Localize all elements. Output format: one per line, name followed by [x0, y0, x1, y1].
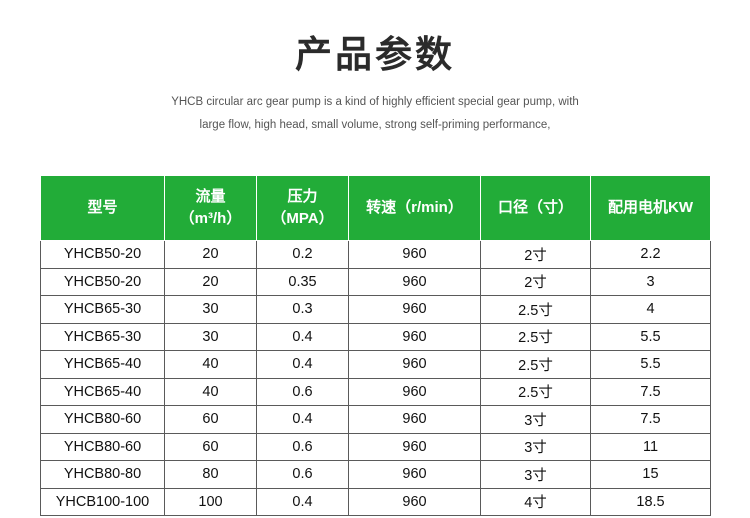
spec-table-body: YHCB50-20 20 0.2 960 2寸 2.2 YHCB50-20 20…	[40, 240, 711, 516]
cell-speed: 960	[348, 487, 481, 516]
table-row: YHCB50-20 20 0.2 960 2寸 2.2	[40, 240, 711, 269]
table-row: YHCB80-80 80 0.6 960 3寸 15	[40, 460, 711, 489]
cell-caliber: 2.5寸	[480, 377, 591, 406]
cell-caliber: 3寸	[480, 460, 591, 489]
cell-motor-power: 18.5	[590, 487, 711, 516]
cell-speed: 960	[348, 377, 481, 406]
cell-pressure: 0.4	[256, 487, 349, 516]
column-header-flow-line2: （m³/h）	[179, 210, 242, 227]
column-header-speed: 转速（r/min）	[348, 175, 481, 241]
column-header-motor-power-line1: 配用电机KW	[608, 199, 693, 217]
cell-caliber: 4寸	[480, 487, 591, 516]
cell-model: YHCB80-80	[40, 460, 165, 489]
column-header-speed-line1: 转速（r/min）	[366, 199, 463, 217]
cell-motor-power: 3	[590, 267, 711, 296]
spec-table-head: 型号 流量 （m³/h） 压力 （MPA） 转速（r/min） 口径（寸）	[40, 175, 711, 241]
table-row: YHCB80-60 60 0.6 960 3寸 11	[40, 432, 711, 461]
cell-flow: 20	[164, 267, 257, 296]
cell-flow: 40	[164, 350, 257, 379]
cell-caliber: 2.5寸	[480, 295, 591, 324]
cell-caliber: 2.5寸	[480, 322, 591, 351]
column-header-flow: 流量 （m³/h）	[164, 175, 257, 241]
table-row: YHCB50-20 20 0.35 960 2寸 3	[40, 267, 711, 296]
table-row: YHCB65-30 30 0.4 960 2.5寸 5.5	[40, 322, 711, 351]
cell-speed: 960	[348, 405, 481, 434]
cell-pressure: 0.3	[256, 295, 349, 324]
cell-motor-power: 15	[590, 460, 711, 489]
cell-motor-power: 7.5	[590, 405, 711, 434]
cell-speed: 960	[348, 322, 481, 351]
column-header-pressure: 压力 （MPA）	[256, 175, 349, 241]
cell-speed: 960	[348, 267, 481, 296]
cell-pressure: 0.2	[256, 240, 349, 269]
cell-flow: 100	[164, 487, 257, 516]
column-header-caliber: 口径（寸）	[480, 175, 591, 241]
cell-speed: 960	[348, 350, 481, 379]
cell-motor-power: 11	[590, 432, 711, 461]
cell-pressure: 0.6	[256, 377, 349, 406]
cell-model: YHCB80-60	[40, 405, 165, 434]
cell-speed: 960	[348, 460, 481, 489]
cell-pressure: 0.35	[256, 267, 349, 296]
column-header-model: 型号	[40, 175, 165, 241]
cell-motor-power: 7.5	[590, 377, 711, 406]
cell-model: YHCB65-40	[40, 350, 165, 379]
cell-model: YHCB65-30	[40, 295, 165, 324]
column-header-motor-power: 配用电机KW	[590, 175, 711, 241]
column-header-model-line1: 型号	[87, 199, 118, 217]
cell-caliber: 2寸	[480, 240, 591, 269]
cell-pressure: 0.6	[256, 432, 349, 461]
cell-flow: 60	[164, 405, 257, 434]
cell-speed: 960	[348, 240, 481, 269]
cell-caliber: 3寸	[480, 405, 591, 434]
spec-table-container: 型号 流量 （m³/h） 压力 （MPA） 转速（r/min） 口径（寸）	[40, 175, 711, 516]
cell-flow: 60	[164, 432, 257, 461]
table-row: YHCB65-30 30 0.3 960 2.5寸 4	[40, 295, 711, 324]
cell-model: YHCB65-30	[40, 322, 165, 351]
column-header-flow-line1: 流量	[195, 188, 226, 206]
cell-speed: 960	[348, 432, 481, 461]
cell-pressure: 0.4	[256, 405, 349, 434]
column-header-pressure-line2: （MPA）	[271, 210, 334, 227]
cell-motor-power: 5.5	[590, 322, 711, 351]
cell-model: YHCB65-40	[40, 377, 165, 406]
cell-motor-power: 4	[590, 295, 711, 324]
table-row: YHCB80-60 60 0.4 960 3寸 7.5	[40, 405, 711, 434]
table-row: YHCB100-100 100 0.4 960 4寸 18.5	[40, 487, 711, 516]
cell-pressure: 0.4	[256, 350, 349, 379]
cell-model: YHCB80-60	[40, 432, 165, 461]
cell-flow: 20	[164, 240, 257, 269]
cell-pressure: 0.6	[256, 460, 349, 489]
table-row: YHCB65-40 40 0.4 960 2.5寸 5.5	[40, 350, 711, 379]
cell-flow: 30	[164, 322, 257, 351]
cell-flow: 80	[164, 460, 257, 489]
cell-model: YHCB50-20	[40, 267, 165, 296]
column-header-pressure-line1: 压力	[287, 188, 318, 206]
cell-caliber: 3寸	[480, 432, 591, 461]
cell-flow: 30	[164, 295, 257, 324]
table-row: YHCB65-40 40 0.6 960 2.5寸 7.5	[40, 377, 711, 406]
cell-flow: 40	[164, 377, 257, 406]
spec-table: 型号 流量 （m³/h） 压力 （MPA） 转速（r/min） 口径（寸）	[40, 175, 711, 516]
cell-motor-power: 2.2	[590, 240, 711, 269]
cell-pressure: 0.4	[256, 322, 349, 351]
cell-speed: 960	[348, 295, 481, 324]
cell-caliber: 2.5寸	[480, 350, 591, 379]
cell-model: YHCB50-20	[40, 240, 165, 269]
page-subtitle: YHCB circular arc gear pump is a kind of…	[171, 95, 579, 131]
cell-caliber: 2寸	[480, 267, 591, 296]
page-title: 产品参数	[295, 34, 455, 75]
table-header-row: 型号 流量 （m³/h） 压力 （MPA） 转速（r/min） 口径（寸）	[40, 175, 711, 241]
cell-model: YHCB100-100	[40, 487, 165, 516]
column-header-caliber-line1: 口径（寸）	[497, 199, 573, 217]
page-header: 产品参数 YHCB circular arc gear pump is a ki…	[0, 0, 750, 137]
cell-motor-power: 5.5	[590, 350, 711, 379]
